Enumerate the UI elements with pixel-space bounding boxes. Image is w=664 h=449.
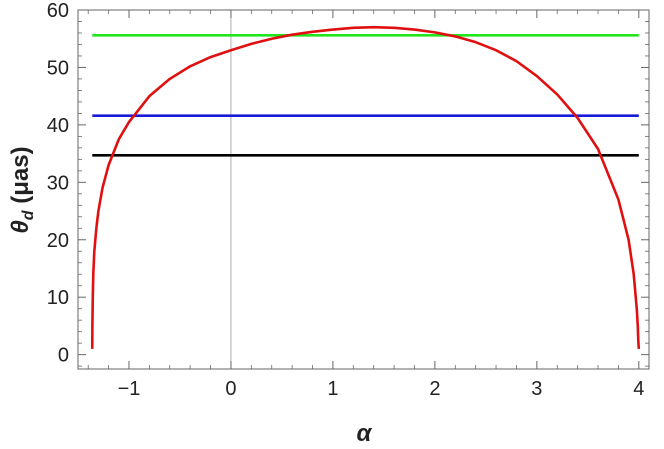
x-tick-label: 3 (531, 378, 542, 400)
x-tick-label: 1 (327, 378, 338, 400)
y-tick-label: 50 (47, 57, 69, 79)
y-axis-title-subscript: d (20, 209, 37, 220)
x-axis-title: α (357, 420, 373, 447)
y-tick-label: 10 (47, 287, 69, 309)
x-tick-label: −1 (118, 378, 141, 400)
y-tick-label: 30 (47, 172, 69, 194)
y-axis-title: θd (μas) (7, 146, 37, 233)
ticks-group (78, 9, 649, 369)
y-tick-label: 0 (58, 345, 69, 367)
x-tick-label: 2 (429, 378, 440, 400)
series-group (90, 25, 641, 349)
y-axis-title-symbol: θ (7, 220, 34, 233)
y-tick-labels: 0 10 20 30 40 50 60 (47, 0, 69, 367)
y-tick-label: 40 (47, 115, 69, 137)
y-axis-title-unit: (μas) (7, 146, 34, 210)
plot-frame (77, 9, 650, 370)
x-tick-label: 0 (225, 378, 236, 400)
x-tick-label: 4 (633, 378, 644, 400)
y-tick-label: 60 (47, 0, 69, 22)
y-tick-label: 20 (47, 230, 69, 252)
curve-series-line-3 (90, 25, 641, 349)
x-tick-labels: −1 0 1 2 3 4 (118, 378, 645, 400)
